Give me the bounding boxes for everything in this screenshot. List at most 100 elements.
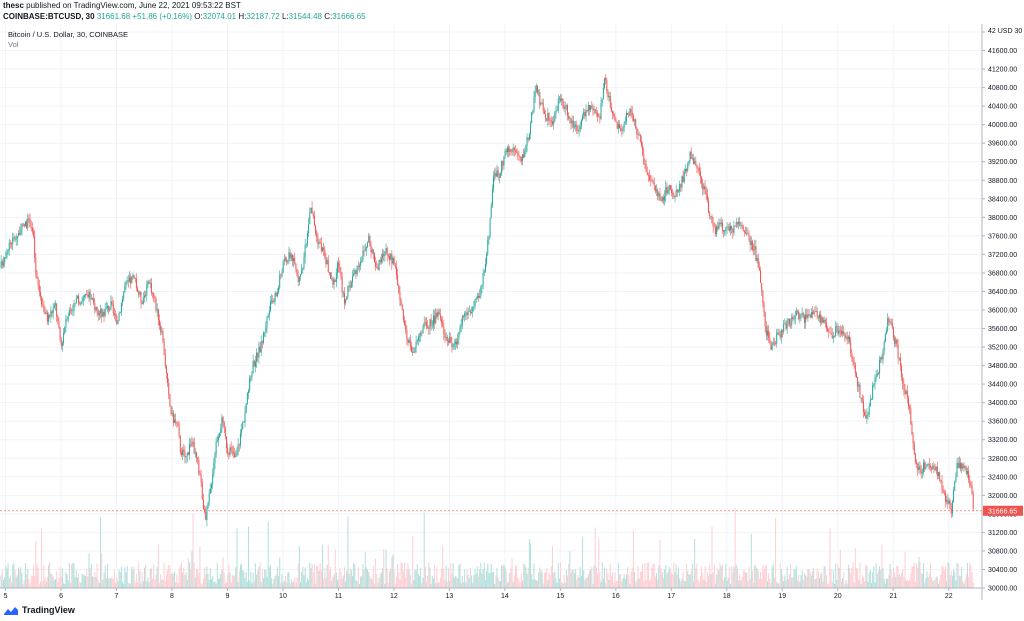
candle-body (546, 118, 548, 121)
candle-body (913, 443, 915, 455)
volume-bar (369, 575, 371, 588)
candle-body (961, 463, 963, 469)
author-name[interactable]: thesc (3, 1, 24, 10)
candle-body (241, 429, 243, 434)
candle-body (472, 307, 474, 313)
volume-bar (441, 569, 443, 588)
volume-bar (399, 579, 401, 588)
candle-body (658, 193, 660, 197)
volume-bar (265, 569, 267, 588)
volume-bar (122, 581, 124, 588)
volume-bar (711, 526, 713, 588)
volume-bar (723, 580, 725, 588)
volume-bar (676, 574, 678, 588)
volume-bar (393, 569, 395, 588)
volume-bar (844, 583, 846, 588)
candle-body (659, 193, 661, 201)
candle-body (703, 186, 705, 190)
candle-body (869, 399, 871, 407)
volume-bar (143, 567, 145, 588)
candle-body (479, 295, 481, 298)
candle-body (5, 257, 7, 258)
volume-bar (624, 578, 626, 588)
candle-body (653, 183, 655, 186)
candle-body (702, 183, 704, 190)
volume-bar (387, 583, 389, 588)
volume-bar (749, 578, 751, 588)
volume-bar (141, 572, 143, 588)
volume-bar (822, 581, 824, 588)
volume-bar (569, 551, 571, 588)
volume-bar (453, 577, 455, 588)
volume-bar (855, 568, 857, 588)
volume-bar (606, 568, 608, 588)
volume-bar (595, 567, 597, 588)
volume-bar (64, 583, 66, 588)
volume-bar (820, 573, 822, 588)
candle-body (391, 253, 393, 264)
volume-bar (951, 575, 953, 588)
volume-bar (120, 566, 122, 588)
price-tick-label: 38400.00 (988, 196, 1017, 203)
candle-body (426, 322, 428, 327)
candle-body (818, 314, 820, 318)
volume-bar (769, 578, 771, 588)
volume-bar (331, 580, 333, 588)
volume-bar (192, 513, 194, 588)
price-tick-label: 39600.00 (988, 141, 1017, 148)
volume-bar (925, 578, 927, 588)
candle-body (63, 333, 65, 344)
volume-bar (873, 566, 875, 588)
volume-bar (39, 581, 41, 588)
volume-bar (302, 566, 304, 588)
candle-body (558, 98, 560, 99)
candle-body (320, 242, 322, 252)
candle-body (326, 260, 328, 265)
volume-bar (167, 570, 169, 588)
candle-body (954, 481, 956, 491)
candle-body (968, 470, 970, 480)
volume-bar (968, 577, 970, 588)
candle-body (850, 341, 852, 353)
candle-body (573, 126, 575, 128)
volume-bar (576, 579, 578, 588)
candle-body (104, 308, 106, 316)
volume-bar (825, 574, 827, 588)
candle-body (933, 465, 935, 467)
candle-body (635, 119, 637, 129)
volume-bar (410, 583, 412, 588)
candle-body (126, 280, 128, 283)
volume-bar (498, 581, 500, 588)
candle-body (953, 490, 955, 502)
candle-body (757, 257, 759, 268)
time-axis[interactable]: 5 6 7 8 9 10 11 12 13 14 15 16 17 18 19 20 21 22 (0, 587, 982, 600)
volume-bar (793, 568, 795, 588)
volume-bar (283, 580, 285, 588)
volume-bar (652, 564, 654, 588)
candle-body (942, 489, 944, 493)
candle-body (555, 110, 557, 114)
candle-body (397, 275, 399, 286)
volume-bar (177, 582, 179, 588)
volume-bar (854, 547, 856, 588)
candle-body (323, 247, 325, 250)
candle-body (844, 334, 846, 338)
legend-volume[interactable]: Vol (8, 40, 19, 49)
tradingview-logo[interactable]: TradingView (4, 605, 75, 615)
volume-bar (437, 582, 439, 588)
candle-body (709, 212, 711, 217)
volume-bar (525, 567, 527, 588)
legend-title[interactable]: Bitcoin / U.S. Dollar, 30, COINBASE (8, 30, 129, 39)
volume-bar (472, 583, 474, 588)
price-tick-label: 33600.00 (988, 419, 1017, 426)
candle-body (672, 193, 674, 195)
candle-body (521, 154, 523, 162)
volume-bar (373, 583, 375, 588)
volume-bar (113, 569, 115, 588)
candle-body (303, 257, 305, 268)
volume-bar (179, 565, 181, 588)
volume-bar (520, 574, 522, 588)
volume-bar (345, 581, 347, 588)
volume-bar (115, 582, 117, 588)
